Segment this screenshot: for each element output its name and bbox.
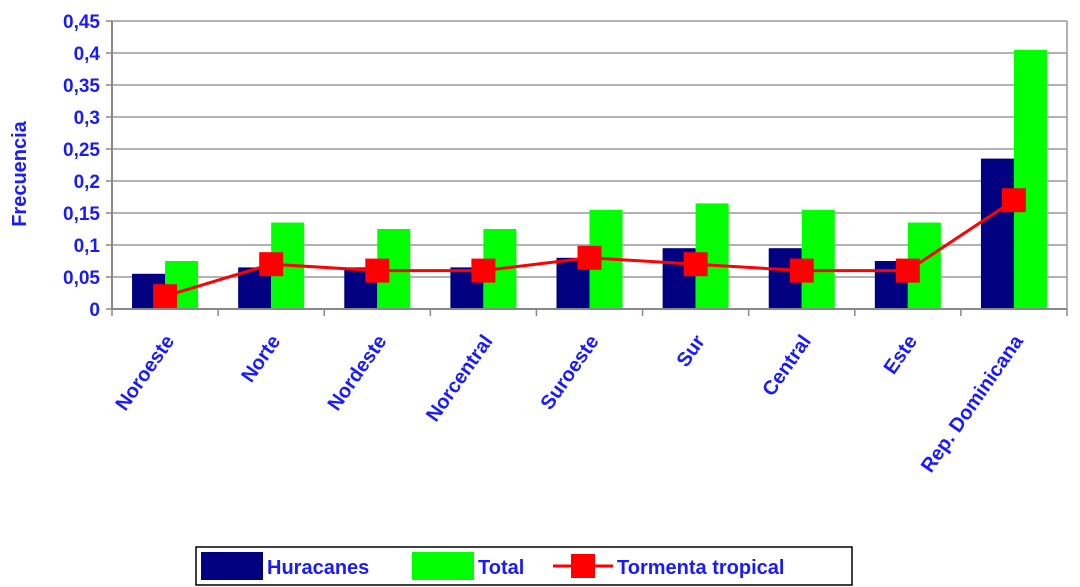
x-tick-label-noroeste: Noroeste <box>111 331 179 415</box>
x-tick-labels: Noroeste Norte Nordeste Norcentral Suroeste S… <box>111 331 1028 477</box>
marker-tormenta-noroeste <box>153 284 178 309</box>
x-tick-label-norcentral: Norcentral <box>422 331 497 426</box>
x-tick-label-central: Central <box>758 331 816 400</box>
marker-tormenta-este <box>895 258 920 283</box>
x-tick-label-norte: Norte <box>237 331 285 386</box>
y-tick-label: 0,35 <box>63 76 100 97</box>
bar-total-rep-dominicana <box>1013 49 1047 310</box>
y-tick-label: 0,1 <box>74 236 101 257</box>
y-tick-label: 0,4 <box>74 44 101 65</box>
marker-tormenta-norcentral <box>471 258 496 283</box>
x-tick-label-este: Este <box>880 331 922 378</box>
y-tick-label: 0,2 <box>74 172 100 193</box>
x-tick-label-nordeste: Nordeste <box>324 331 392 415</box>
legend-label-tormenta-tropical: Tormenta tropical <box>617 557 784 579</box>
marker-tormenta-suroeste <box>577 245 602 270</box>
bar-huracanes-rep-dominicana <box>980 158 1014 309</box>
legend: Huracanes Total Tormenta tropical <box>195 546 853 586</box>
marker-tormenta-central <box>789 258 814 283</box>
y-tick-label: 0,05 <box>63 268 100 289</box>
x-tick-label-suroeste: Suroeste <box>536 331 603 414</box>
y-tick-label: 0,3 <box>74 108 100 129</box>
marker-tormenta-norte <box>259 252 284 277</box>
x-tick-label-rep-dominicana: Rep. Dominicana <box>917 331 1029 477</box>
marker-tormenta-nordeste <box>365 258 390 283</box>
y-axis-title: Frecuencia <box>9 120 31 226</box>
legend-box <box>195 546 853 586</box>
marker-tormenta-rep-dominicana <box>1001 188 1026 213</box>
legend-marker-tormenta <box>571 554 595 578</box>
marker-tormenta-sur <box>683 252 708 277</box>
line-series <box>153 188 1026 309</box>
legend-swatch-total <box>412 552 474 580</box>
y-tick-labels: 0 0,05 0,1 0,15 0,2 0,25 0,3 0,35 0,4 0,45 <box>63 12 100 321</box>
x-tick-label-sur: Sur <box>673 331 710 371</box>
legend-label-huracanes: Huracanes <box>267 557 369 579</box>
y-tick-label: 0,25 <box>63 140 100 161</box>
y-tick-label: 0,15 <box>63 204 100 225</box>
y-tick-label: 0 <box>89 300 100 321</box>
y-tick-label: 0,45 <box>63 12 100 33</box>
axes <box>106 20 1068 316</box>
legend-label-total: Total <box>478 557 524 579</box>
legend-swatch-huracanes <box>201 552 263 580</box>
